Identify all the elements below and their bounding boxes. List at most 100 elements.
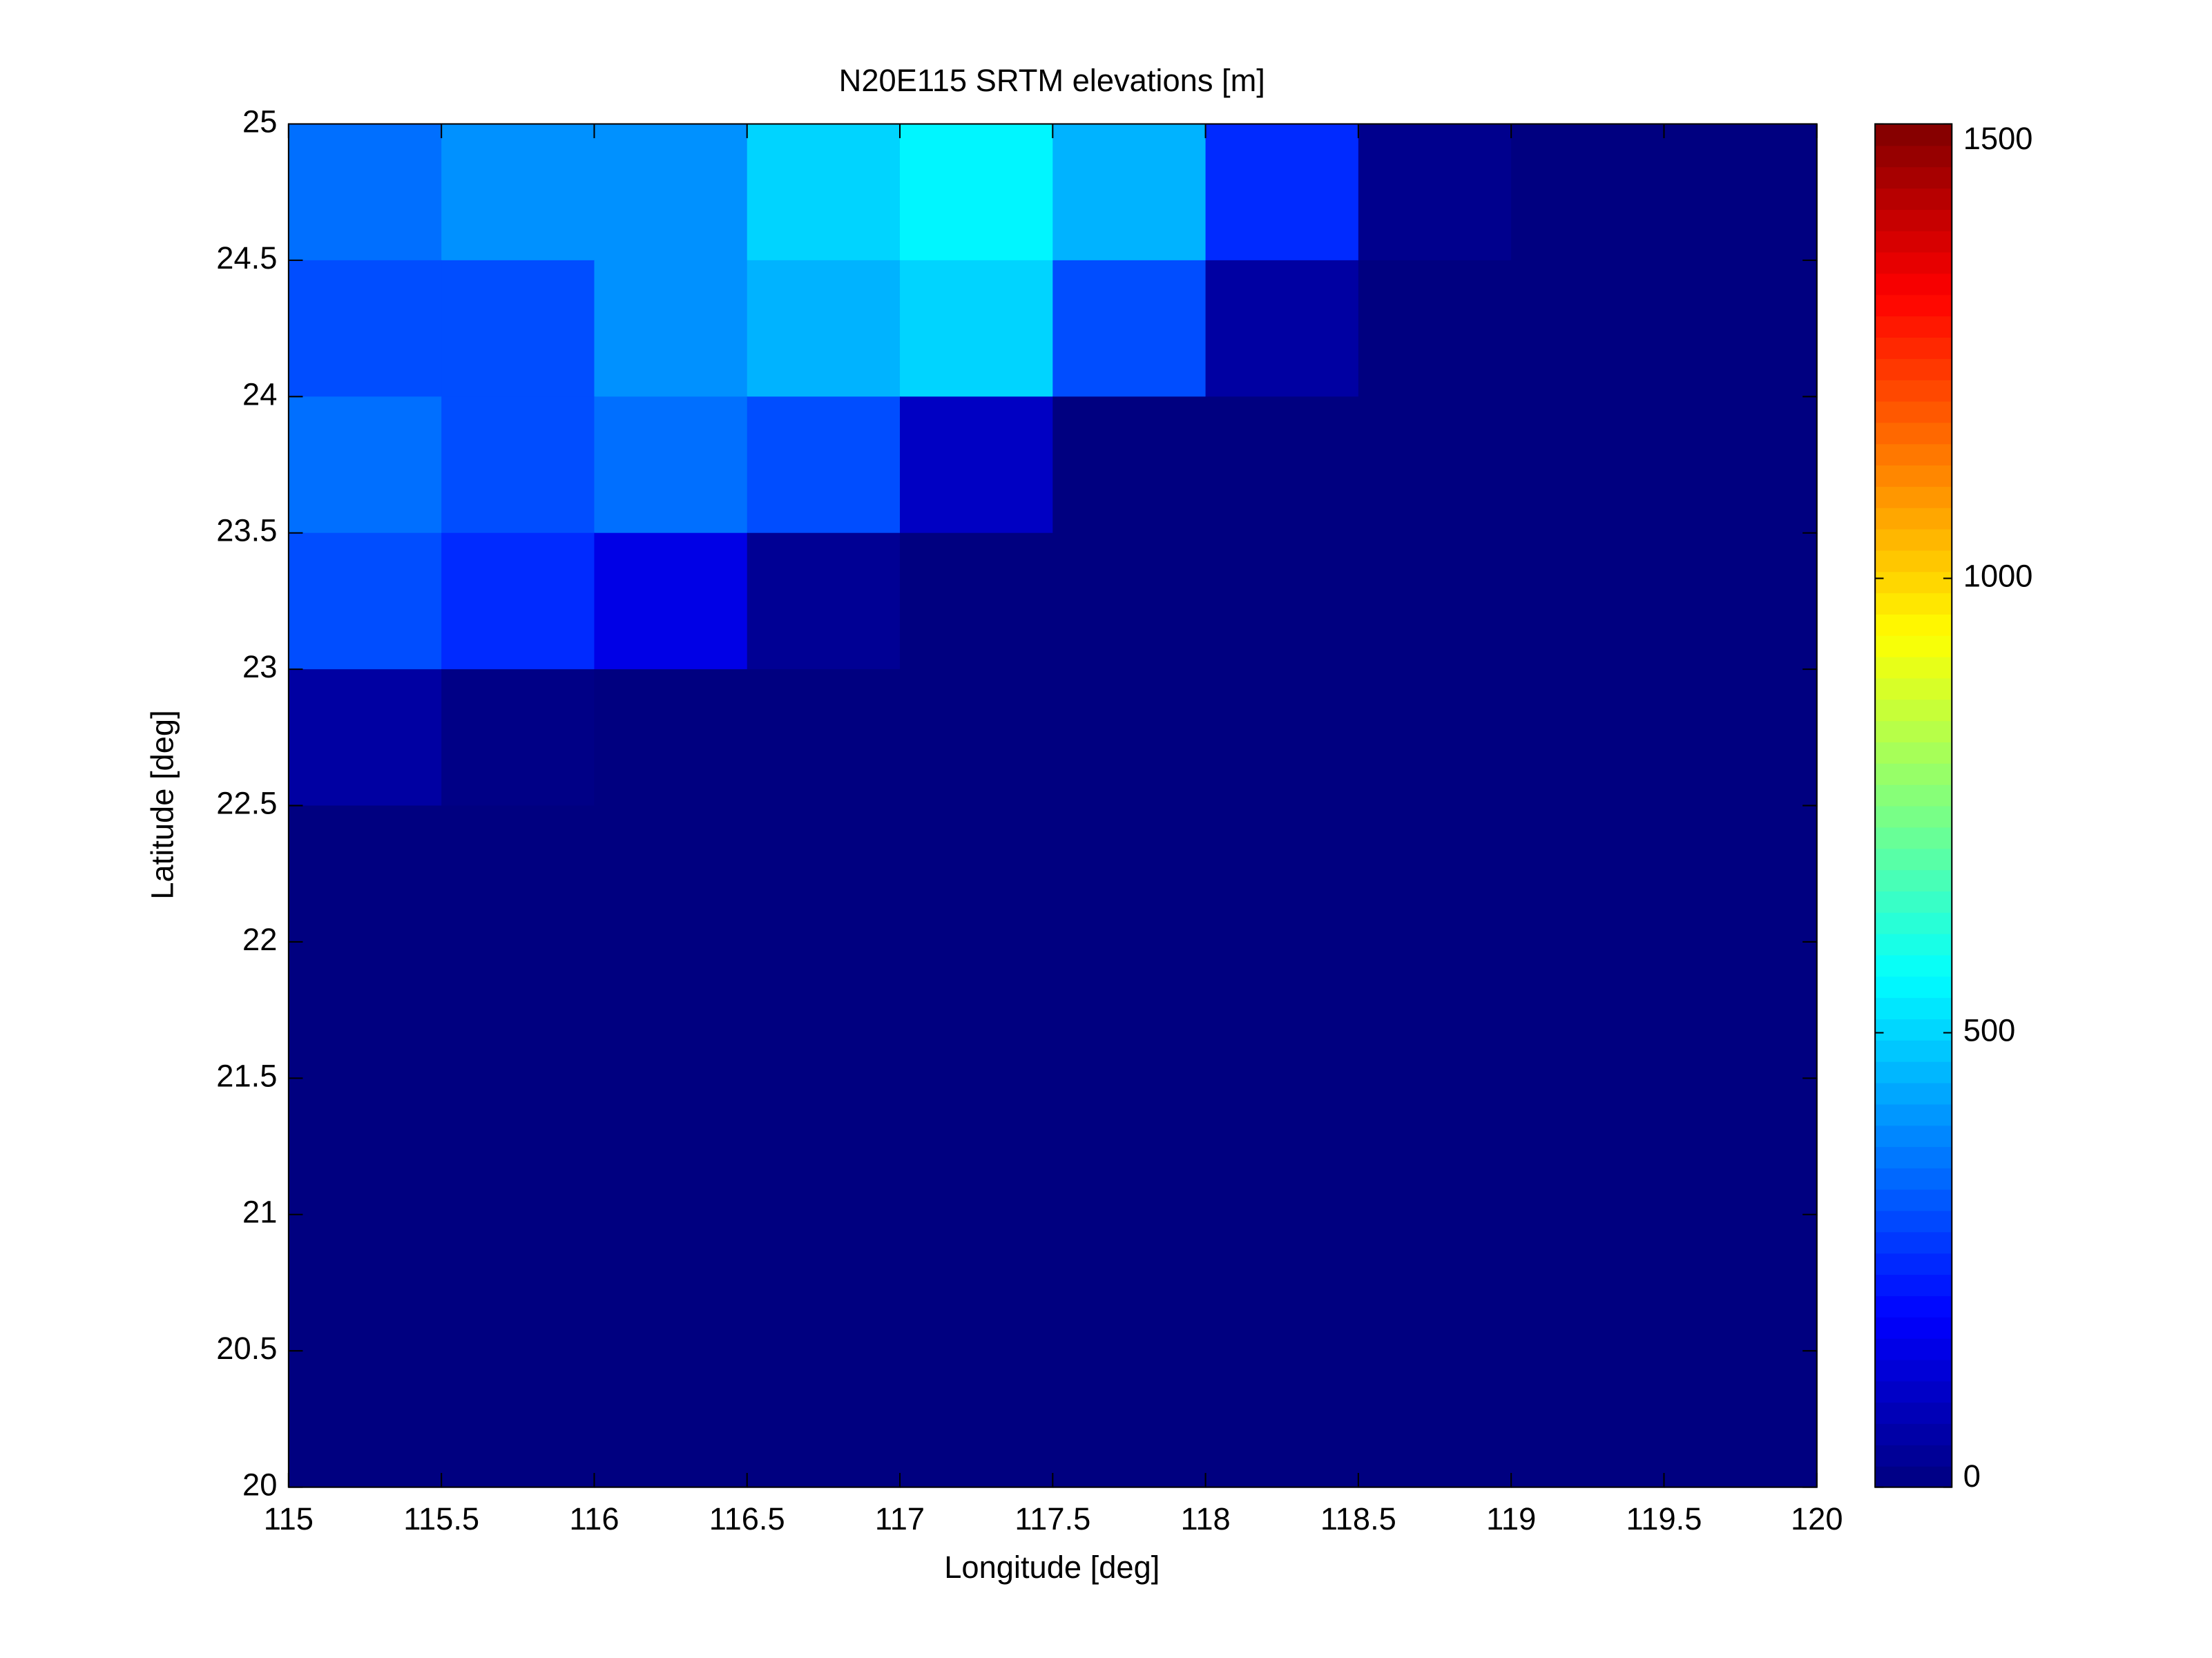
x-tick-label: 118.5: [1320, 1501, 1396, 1536]
colorbar-swatch: [1875, 1082, 1952, 1105]
x-tick-label: 116.5: [709, 1501, 785, 1536]
colorbar-swatch: [1875, 1338, 1952, 1360]
heatmap-cell: [1511, 805, 1665, 943]
x-tick-label: 116: [569, 1501, 619, 1536]
heatmap-cell: [594, 1078, 748, 1215]
y-tick-label: 24.5: [216, 240, 277, 276]
heatmap-cell: [1358, 1351, 1512, 1488]
colorbar-swatch: [1875, 358, 1952, 380]
x-tick-label: 117: [875, 1501, 925, 1536]
colorbar-swatch: [1875, 827, 1952, 849]
heatmap-cell: [1664, 532, 1818, 671]
heatmap-cell: [441, 805, 595, 943]
heatmap-cell: [1358, 1078, 1512, 1215]
colorbar-swatch: [1875, 166, 1952, 189]
colorbar-swatch: [1875, 890, 1952, 913]
heatmap-cell: [1664, 1351, 1818, 1488]
heatmap-cell: [1511, 396, 1665, 534]
heatmap-cell: [900, 669, 1054, 807]
heatmap-cell: [1052, 396, 1206, 534]
heatmap-cell: [1511, 1351, 1665, 1488]
colorbar-swatch: [1875, 1231, 1952, 1254]
x-tick-label: 119.5: [1626, 1501, 1702, 1536]
colorbar-swatch: [1875, 592, 1952, 615]
heatmap-cell: [1358, 805, 1512, 943]
heatmap-cell: [441, 941, 595, 1079]
heatmap-cell: [288, 1214, 443, 1352]
heatmap-cell: [747, 396, 901, 534]
heatmap-cell: [288, 669, 443, 807]
colorbar-swatch: [1875, 316, 1952, 338]
heatmap-cell: [594, 941, 748, 1079]
colorbar-swatch: [1875, 1039, 1952, 1062]
colorbar-swatch: [1875, 1295, 1952, 1318]
heatmap-cell: [441, 260, 595, 398]
heatmap-cell: [1205, 1214, 1359, 1352]
colorbar-swatch: [1875, 1167, 1952, 1190]
colorbar-tick-label: 1000: [1963, 558, 2033, 593]
heatmap-cell: [1358, 260, 1512, 398]
heatmap-cell: [594, 124, 748, 261]
colorbar-swatch: [1875, 465, 1952, 487]
x-tick-label: 119: [1486, 1501, 1536, 1536]
colorbar-swatch: [1875, 251, 1952, 274]
heatmap-cell: [288, 260, 443, 398]
colorbar-swatch: [1875, 805, 1952, 828]
heatmap-cell: [441, 1351, 595, 1488]
heatmap-cell: [594, 1351, 748, 1488]
y-tick-label: 21.5: [216, 1058, 277, 1093]
heatmap-cell: [1358, 941, 1512, 1079]
colorbar-swatch: [1875, 741, 1952, 764]
colorbar-swatch: [1875, 1423, 1952, 1445]
colorbar-swatch: [1875, 699, 1952, 722]
colorbar-swatch: [1875, 1125, 1952, 1148]
heatmap-cell: [288, 532, 443, 671]
colorbar-swatch: [1875, 528, 1952, 551]
heatmap-cell: [1511, 669, 1665, 807]
y-tick-label: 20: [242, 1467, 277, 1503]
colorbar-swatch: [1875, 485, 1952, 508]
heatmap-cell: [747, 669, 901, 807]
colorbar-swatch: [1875, 1274, 1952, 1297]
colorbar-swatch: [1875, 294, 1952, 317]
heatmap-cell: [594, 532, 748, 671]
colorbar-swatch: [1875, 273, 1952, 296]
heatmap-cell: [288, 1078, 443, 1215]
heatmap-cell: [747, 260, 901, 398]
heatmap-cell: [747, 941, 901, 1079]
heatmap-cell: [900, 532, 1054, 671]
colorbar-swatch: [1875, 1103, 1952, 1126]
heatmap-cell: [1205, 941, 1359, 1079]
heatmap-cell: [441, 532, 595, 671]
heatmap-cell: [441, 1214, 595, 1352]
colorbar-swatch: [1875, 124, 1952, 146]
heatmap-cell: [1205, 532, 1359, 671]
y-tick-label: 22.5: [216, 786, 277, 821]
colorbar-swatch: [1875, 1380, 1952, 1403]
heatmap-cell: [288, 124, 443, 261]
heatmap-cell: [1205, 1078, 1359, 1215]
heatmap-cell: [1358, 396, 1512, 534]
heatmap-cell: [1052, 1214, 1206, 1352]
heatmap-cell: [1664, 124, 1818, 261]
colorbar-swatch: [1875, 784, 1952, 807]
y-axis-label: Latitude [deg]: [145, 710, 180, 899]
heatmap-cell: [747, 532, 901, 671]
y-tick-label: 23.5: [216, 513, 277, 548]
heatmap-cell: [1664, 396, 1818, 534]
heatmap-cell: [1511, 124, 1665, 261]
colorbar-swatch: [1875, 1402, 1952, 1425]
heatmap-cell: [747, 805, 901, 943]
heatmap-cell: [1664, 1078, 1818, 1215]
heatmap-cell: [747, 1351, 901, 1488]
colorbar-swatch: [1875, 1316, 1952, 1339]
heatmap-cell: [1358, 669, 1512, 807]
heatmap-cell: [1052, 260, 1206, 398]
colorbar-swatch: [1875, 1359, 1952, 1382]
y-tick-label: 23: [242, 649, 277, 684]
x-tick-label: 117.5: [1014, 1501, 1090, 1536]
colorbar-swatch: [1875, 443, 1952, 466]
colorbar-swatch: [1875, 677, 1952, 700]
y-tick-label: 24: [242, 376, 277, 412]
